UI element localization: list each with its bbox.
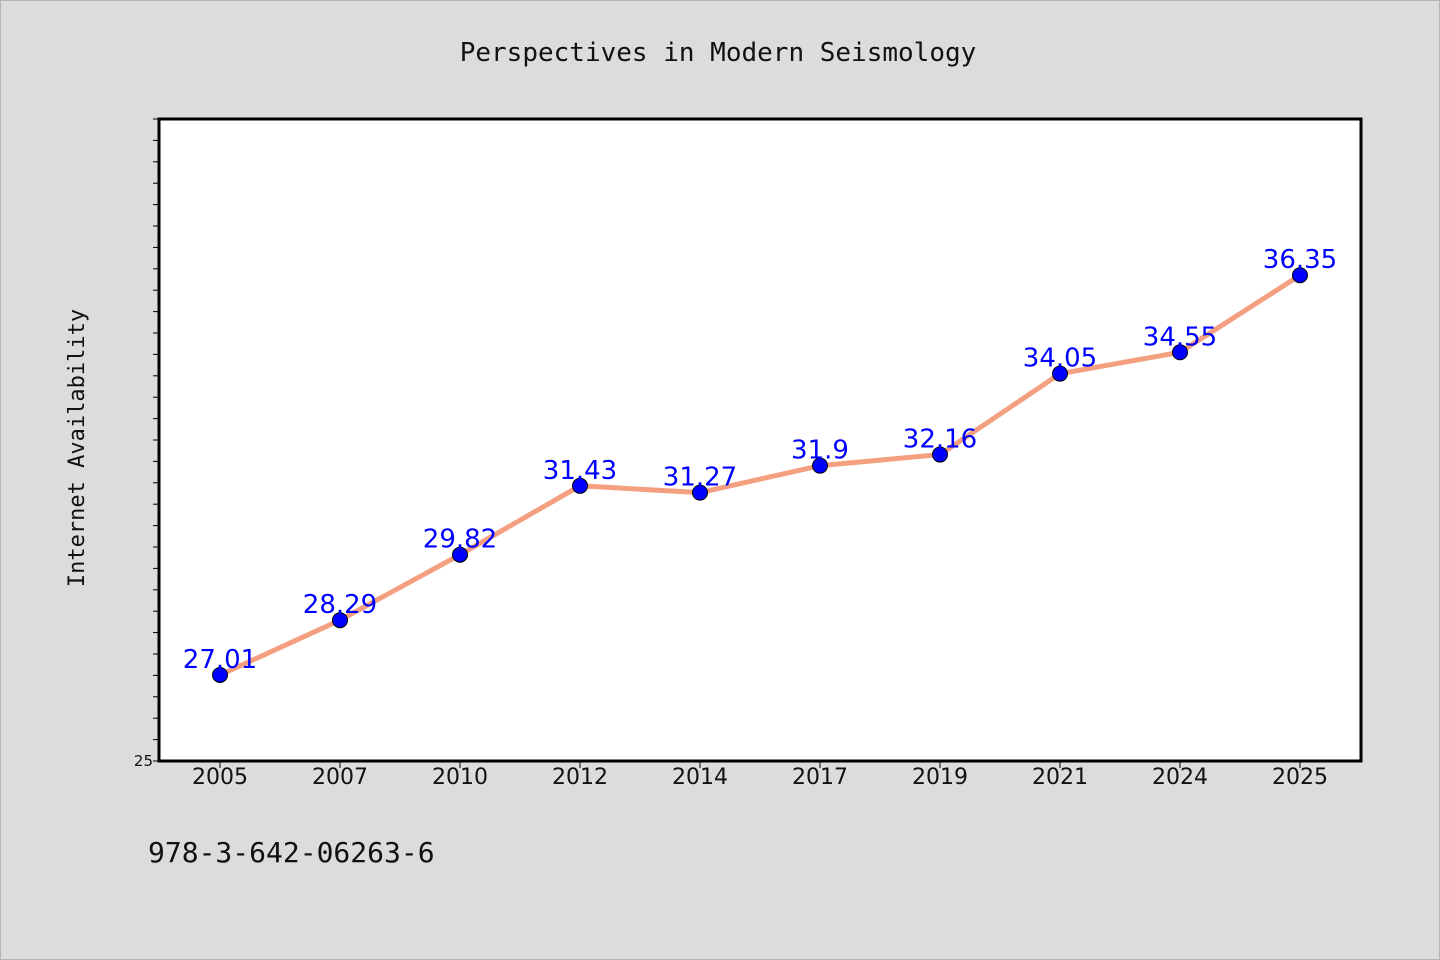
data-label: 36.35 xyxy=(1263,245,1337,275)
chart-title: Perspectives in Modern Seismology xyxy=(460,38,977,68)
data-points-group xyxy=(212,267,1308,683)
data-point xyxy=(812,457,828,474)
y-axis-label: Internet Availability xyxy=(65,309,90,587)
data-label: 27.01 xyxy=(183,645,257,675)
x-tick-label: 2017 xyxy=(792,765,848,790)
data-label: 29.82 xyxy=(423,525,497,555)
x-tick-label: 2005 xyxy=(192,765,248,790)
data-point xyxy=(212,666,228,683)
x-tick-label: 2014 xyxy=(672,765,728,790)
data-labels-group: 27.01 28.29 29.82 31.43 31.27 31.9 32.16 34.05 3… xyxy=(183,245,1337,675)
data-label: 34.55 xyxy=(1143,322,1217,352)
data-label: 32.16 xyxy=(903,425,977,455)
series-line xyxy=(217,272,1303,678)
data-point xyxy=(332,612,348,629)
data-point xyxy=(1172,344,1188,361)
x-axis-ticks: 2005 2007 2010 2012 2014 2017 2019 2021 2024 2025 xyxy=(192,761,1328,790)
y-tick-label: 25 xyxy=(134,752,153,770)
x-tick-label: 2007 xyxy=(312,765,368,790)
data-point xyxy=(1052,365,1068,382)
data-label: 31.9 xyxy=(791,436,849,466)
x-tick-label: 2019 xyxy=(912,765,968,790)
x-tick-label: 2021 xyxy=(1032,765,1088,790)
data-label: 31.43 xyxy=(543,456,617,486)
data-label: 28.29 xyxy=(303,590,377,620)
plot-area xyxy=(157,117,1363,763)
data-label: 31.27 xyxy=(663,463,737,493)
series-line-group xyxy=(217,272,1303,678)
data-point xyxy=(452,546,468,563)
data-point xyxy=(572,477,588,494)
x-tick-label: 2025 xyxy=(1272,765,1328,790)
data-label: 34.05 xyxy=(1023,344,1097,374)
isbn-text: 978-3-642-06263-6 xyxy=(148,836,435,869)
x-tick-label: 2012 xyxy=(552,765,608,790)
data-point xyxy=(1292,267,1308,284)
data-point xyxy=(692,484,708,501)
data-point xyxy=(932,446,948,463)
x-tick-label: 2010 xyxy=(432,765,488,790)
x-tick-label: 2024 xyxy=(1152,765,1208,790)
y-axis-ticks: 25 xyxy=(134,118,159,770)
